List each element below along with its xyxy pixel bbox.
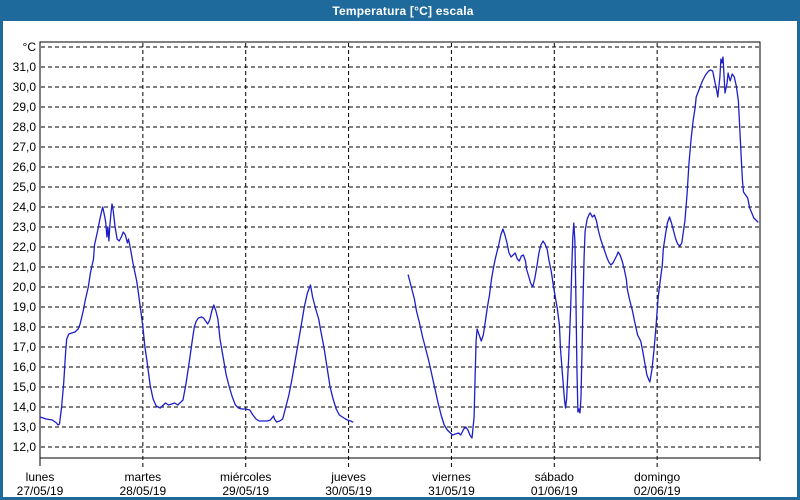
svg-text:25,0: 25,0 — [13, 180, 37, 194]
x-label-date: 02/06/19 — [634, 484, 681, 498]
y-axis-unit: °C — [23, 40, 37, 54]
svg-text:16,0: 16,0 — [13, 360, 37, 374]
x-label-day: martes — [125, 470, 162, 484]
plot-area — [39, 41, 761, 459]
svg-text:27,0: 27,0 — [13, 140, 37, 154]
x-label-date: 31/05/19 — [428, 484, 475, 498]
window-title-bar[interactable]: Temperatura [°C] escala — [3, 3, 797, 21]
x-label-date: 01/06/19 — [531, 484, 578, 498]
x-label-day: sábado — [535, 470, 575, 484]
temperature-line-segment — [39, 203, 354, 426]
svg-text:13,0: 13,0 — [13, 420, 37, 434]
x-label-day: lunes — [26, 470, 55, 484]
svg-text:24,0: 24,0 — [13, 200, 37, 214]
svg-text:21,0: 21,0 — [13, 260, 37, 274]
temperature-line — [39, 56, 759, 439]
svg-text:19,0: 19,0 — [13, 300, 37, 314]
window-title: Temperatura [°C] escala — [332, 3, 474, 18]
temperature-line-segment — [407, 56, 759, 439]
y-gridlines — [41, 46, 759, 448]
svg-text:14,0: 14,0 — [13, 400, 37, 414]
x-label-day: domingo — [634, 470, 680, 484]
svg-text:31,0: 31,0 — [13, 60, 37, 74]
x-label-day: viernes — [432, 470, 471, 484]
x-label-date: 27/05/19 — [17, 484, 64, 498]
svg-text:29,0: 29,0 — [13, 100, 37, 114]
svg-text:23,0: 23,0 — [13, 220, 37, 234]
x-label-date: 29/05/19 — [222, 484, 269, 498]
svg-text:17,0: 17,0 — [13, 340, 37, 354]
svg-text:28,0: 28,0 — [13, 120, 37, 134]
svg-text:12,0: 12,0 — [13, 440, 37, 454]
svg-text:30,0: 30,0 — [13, 80, 37, 94]
svg-text:20,0: 20,0 — [13, 280, 37, 294]
x-label-date: 28/05/19 — [119, 484, 166, 498]
x-label-day: miércoles — [220, 470, 271, 484]
y-axis-labels: 12,0 13,0 14,0 15,0 16,0 17,0 18,0 19,0 20,0 21,0… — [13, 40, 37, 454]
svg-text:15,0: 15,0 — [13, 380, 37, 394]
x-label-day: jueves — [330, 470, 366, 484]
svg-text:18,0: 18,0 — [13, 320, 37, 334]
svg-text:22,0: 22,0 — [13, 240, 37, 254]
svg-text:26,0: 26,0 — [13, 160, 37, 174]
x-gridlines — [39, 43, 761, 468]
x-label-date: 30/05/19 — [325, 484, 372, 498]
